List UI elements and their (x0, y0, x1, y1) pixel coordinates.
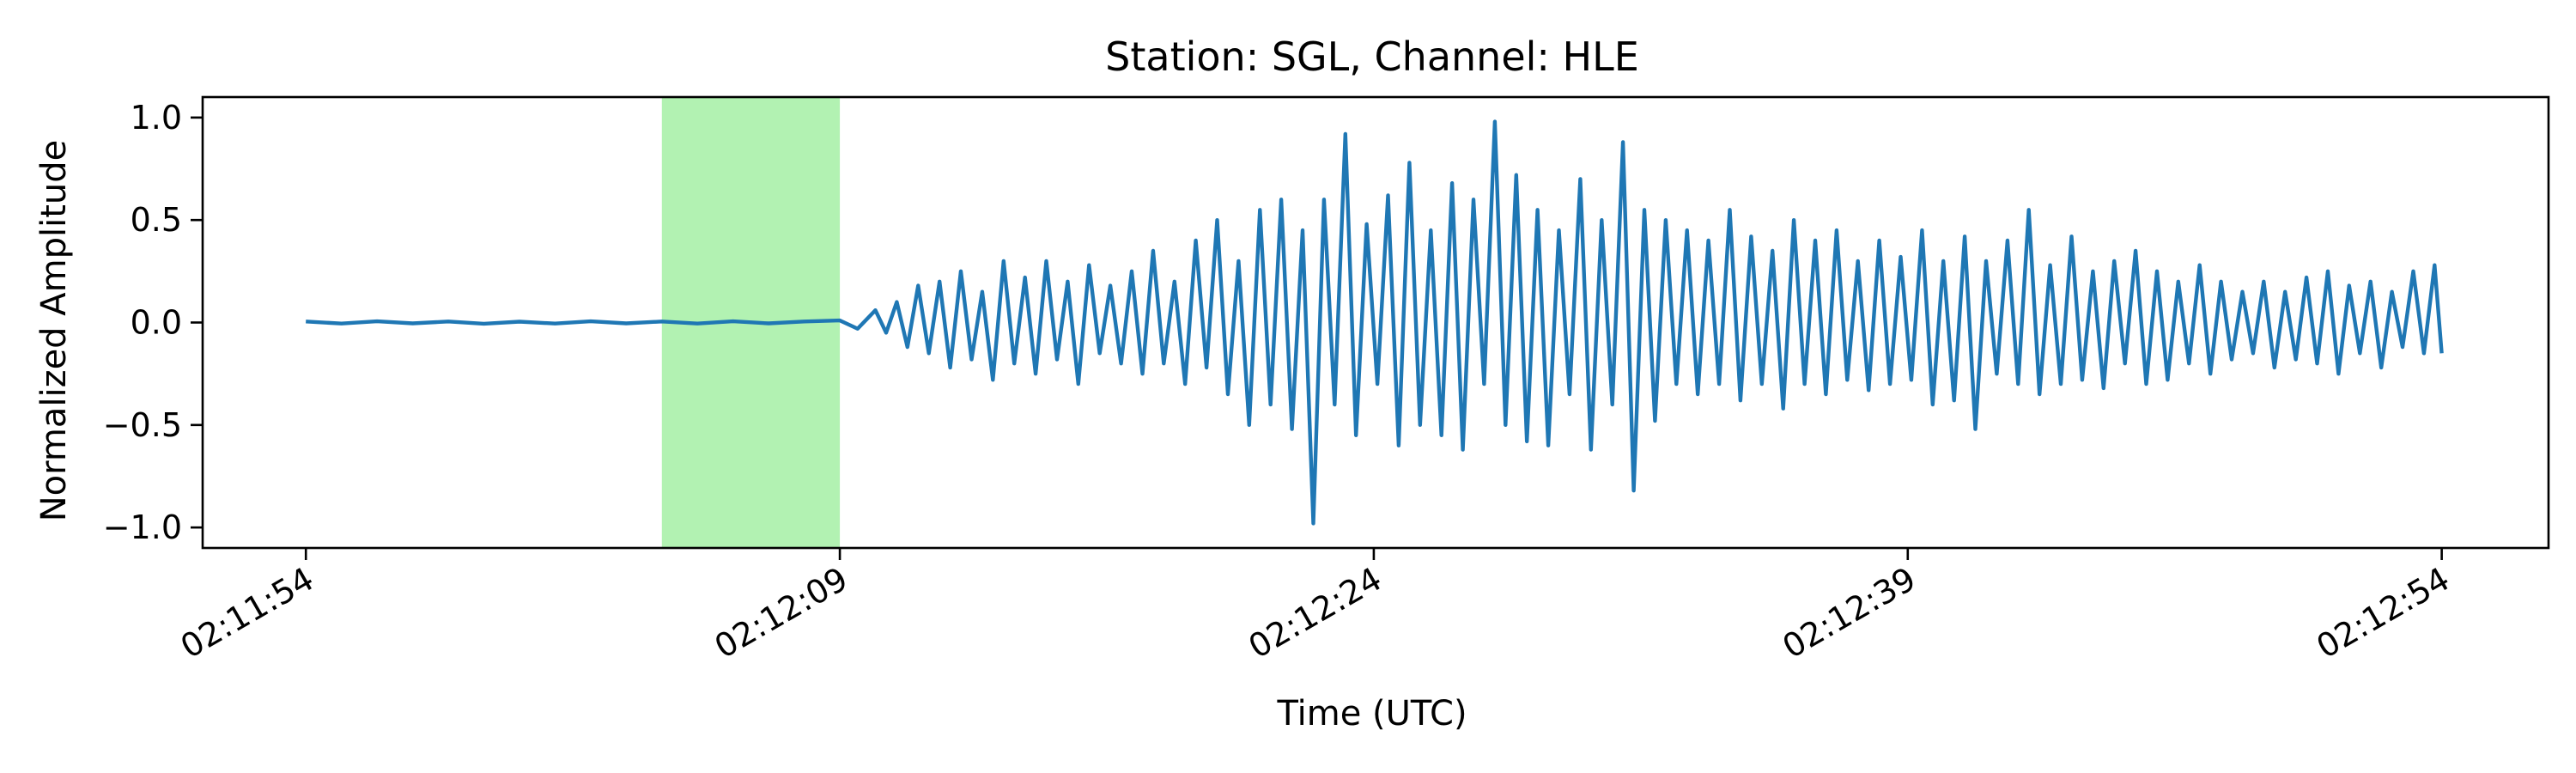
chart-title: Station: SGL, Channel: HLE (1105, 33, 1639, 80)
y-tick-label: −1.0 (103, 508, 182, 546)
y-axis: 1.0 0.5 0.0 −0.5 −1.0 (103, 99, 203, 546)
y-tick-label: 0.0 (131, 304, 182, 342)
y-axis-label: Normalized Amplitude (34, 140, 74, 522)
plot-area (201, 95, 2550, 550)
series-line (306, 119, 2444, 526)
y-tick-label: 0.5 (131, 201, 182, 239)
y-tick-label: −0.5 (103, 406, 182, 444)
x-axis-label: Time (UTC) (1276, 694, 1467, 733)
y-tick-label: 1.0 (131, 99, 182, 137)
